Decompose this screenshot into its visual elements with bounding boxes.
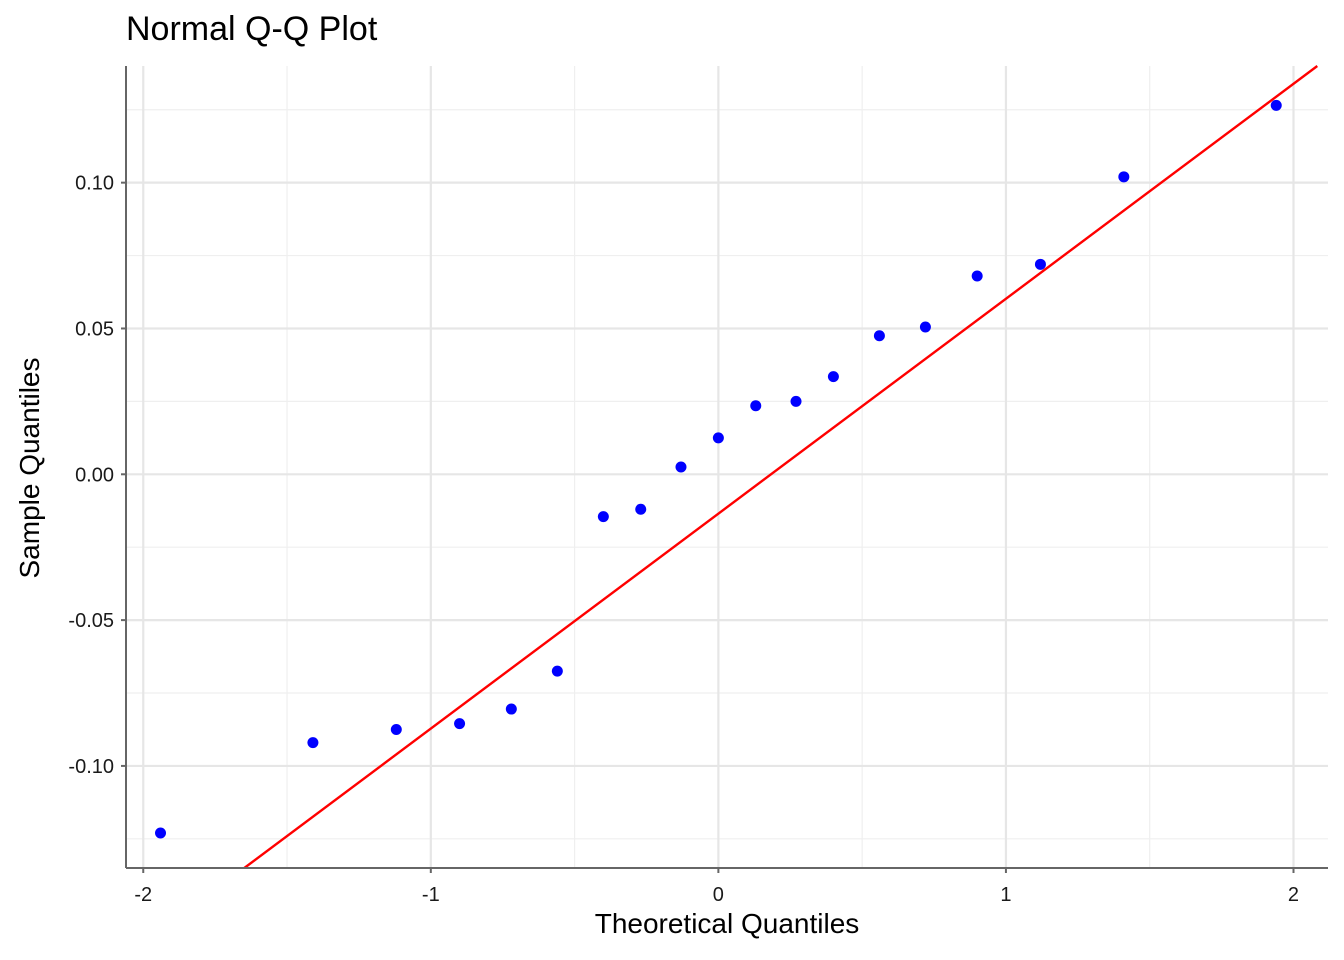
x-axis-label: Theoretical Quantiles bbox=[594, 908, 860, 939]
data-point bbox=[390, 723, 402, 735]
y-tick-label: -0.10 bbox=[68, 756, 114, 778]
y-tick-labels: -0.10 -0.05 0.00 0.05 0.10 bbox=[68, 173, 114, 778]
x-tick-labels: -2 -1 0 1 2 bbox=[134, 884, 1299, 906]
x-tick-label: 2 bbox=[1288, 884, 1299, 906]
data-point bbox=[454, 718, 466, 730]
data-point bbox=[505, 703, 517, 715]
data-point bbox=[1270, 99, 1282, 111]
data-point bbox=[919, 321, 931, 333]
grid-minor bbox=[126, 66, 1328, 868]
y-tick-label: 0.10 bbox=[75, 173, 114, 195]
data-point bbox=[551, 665, 563, 677]
data-point bbox=[635, 503, 647, 515]
grid-major bbox=[126, 66, 1328, 868]
y-tick-label: 0.00 bbox=[75, 464, 114, 486]
data-point bbox=[750, 400, 762, 412]
data-point bbox=[1034, 258, 1046, 270]
reference-line bbox=[243, 65, 1319, 869]
x-tick-label: 0 bbox=[713, 884, 724, 906]
x-tick-label: -1 bbox=[422, 884, 440, 906]
reference-line-layer bbox=[243, 65, 1319, 869]
data-point bbox=[873, 330, 885, 342]
data-point bbox=[1118, 171, 1130, 183]
data-point bbox=[307, 737, 319, 749]
data-point bbox=[712, 432, 724, 444]
data-point bbox=[971, 270, 983, 282]
x-tick-label: -2 bbox=[134, 884, 152, 906]
y-axis-label: Sample Quantiles bbox=[14, 357, 45, 579]
x-tick-label: 1 bbox=[1000, 884, 1011, 906]
y-tick-label: -0.05 bbox=[68, 610, 114, 632]
axes bbox=[121, 66, 1328, 873]
data-point bbox=[597, 511, 609, 523]
data-point bbox=[155, 827, 167, 839]
points-layer bbox=[155, 99, 1282, 839]
chart-title: Normal Q-Q Plot bbox=[126, 10, 378, 48]
data-point bbox=[827, 371, 839, 383]
y-tick-label: 0.05 bbox=[75, 318, 114, 340]
data-point bbox=[790, 395, 802, 407]
data-point bbox=[675, 461, 687, 473]
